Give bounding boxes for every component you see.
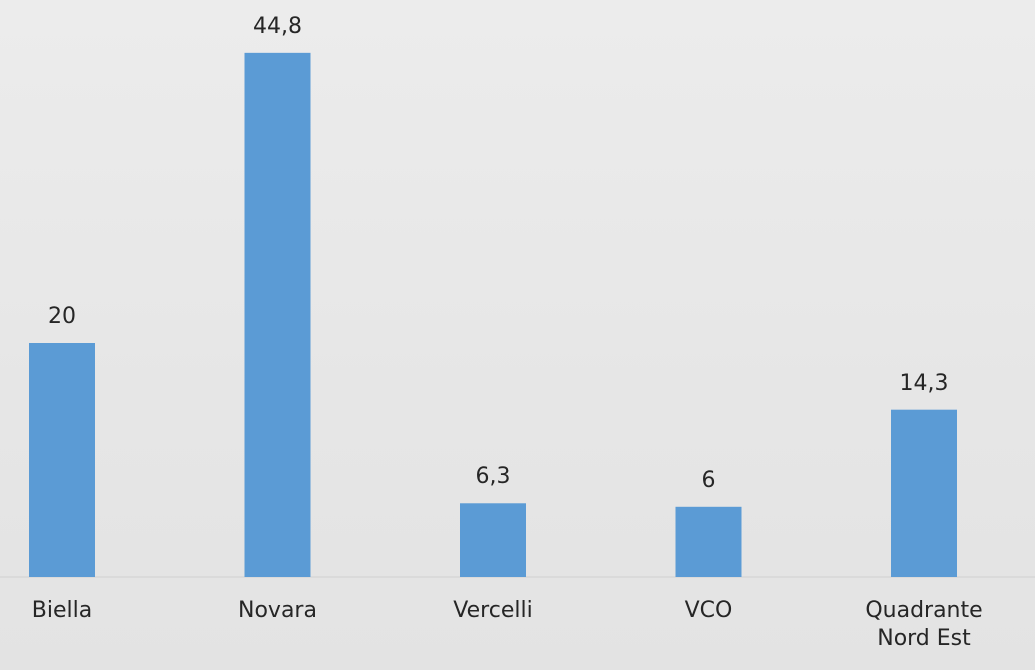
- bar: [29, 343, 95, 577]
- x-tick-label: Novara: [238, 598, 317, 623]
- bar: [244, 52, 311, 577]
- x-tick-label: Biella: [31, 598, 93, 623]
- bar: [675, 506, 742, 577]
- bar: [460, 503, 526, 577]
- x-tick-label: Vercelli: [453, 598, 533, 623]
- value-label: 6,3: [475, 464, 511, 490]
- x-tick-label: VCO: [684, 598, 733, 623]
- x-tick-label: Quadrante Nord Est: [865, 598, 983, 651]
- bar: [891, 409, 957, 577]
- value-label: 20: [48, 304, 76, 329]
- value-label: 44,8: [253, 13, 302, 39]
- value-label: 14,3: [899, 370, 949, 396]
- value-label: 6: [701, 467, 716, 493]
